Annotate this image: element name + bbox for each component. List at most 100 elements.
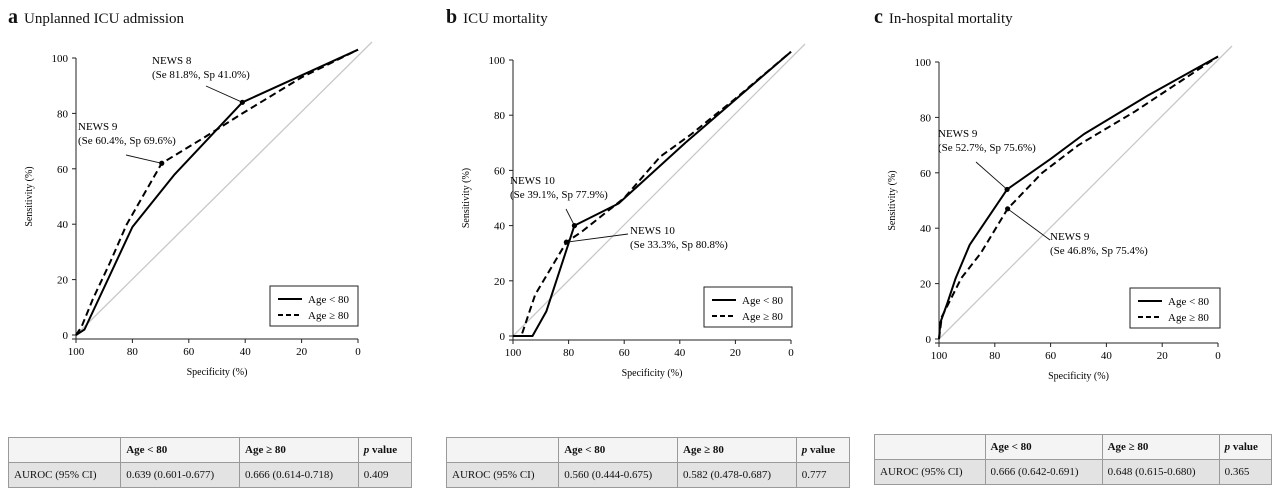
- cutoff-point-marker: [159, 160, 165, 166]
- x-tick-label: 100: [931, 350, 948, 362]
- cutoff-point-marker: [571, 223, 578, 229]
- table-cell: AUROC (95% CI): [445, 462, 560, 488]
- table-row: AUROC (95% CI) 0.560 (0.444-0.675) 0.582…: [445, 462, 851, 488]
- table-header-cell: Age ≥ 80: [677, 437, 797, 463]
- x-tick-label: 20: [730, 347, 742, 359]
- y-tick-label: 40: [57, 219, 69, 231]
- table-cell: 0.648 (0.615-0.680): [1101, 459, 1220, 485]
- table-header-cell: Age ≥ 80: [239, 437, 359, 463]
- annotation-title: NEWS 10: [510, 175, 555, 187]
- legend-box: [269, 285, 359, 327]
- legend-entry: Age < 80: [742, 295, 784, 307]
- roc-series-line: [75, 48, 359, 336]
- chart-title: In-hospital mortality: [888, 11, 1013, 27]
- table-cell: 0.560 (0.444-0.675): [558, 462, 678, 488]
- cutoff-point-marker: [1004, 186, 1010, 193]
- y-tick-label: 20: [920, 279, 932, 291]
- table-cell: 0.666 (0.642-0.691): [984, 459, 1103, 485]
- x-axis-label: Specificity (%): [187, 367, 248, 378]
- cutoff-point-marker: [563, 239, 569, 245]
- auroc-table-b: Age < 80 Age ≥ 80 p value AUROC (95% CI)…: [445, 437, 851, 488]
- y-tick-label: 0: [500, 331, 506, 343]
- table-header-cell: Age < 80: [120, 437, 240, 463]
- y-tick-label: 100: [52, 53, 69, 65]
- reference-diagonal-line: [512, 43, 806, 337]
- x-tick-label: 60: [183, 346, 195, 358]
- table-cell: 0.365: [1218, 459, 1273, 485]
- table-cell: 0.409: [357, 462, 413, 488]
- table-header-row: Age < 80 Age ≥ 80 p value: [445, 437, 851, 463]
- table-header-cell: Age < 80: [558, 437, 678, 463]
- annotation-leader-line: [205, 85, 243, 103]
- panel-title: a Unplanned ICU admission: [8, 6, 184, 29]
- y-tick-label: 80: [57, 108, 69, 120]
- table-cell: AUROC (95% CI): [7, 462, 122, 488]
- table-header-cell: [7, 437, 122, 463]
- annotation-title: NEWS 9: [78, 121, 118, 133]
- x-tick-label: 20: [1157, 350, 1169, 362]
- y-tick-label: 60: [920, 168, 932, 180]
- reference-diagonal-line: [938, 45, 1233, 340]
- legend-entry: Age ≥ 80: [742, 311, 783, 323]
- legend-entry: Age ≥ 80: [308, 310, 349, 322]
- y-tick-label: 60: [494, 165, 506, 177]
- panel-c: c In-hospital mortality 100 80 60 40 20 0 0 20 40…: [866, 0, 1277, 489]
- y-tick-label: 80: [920, 112, 932, 124]
- x-axis-label: Specificity (%): [622, 368, 683, 379]
- table-cell: AUROC (95% CI): [874, 459, 986, 485]
- y-axis-label: Sensitivity (%): [24, 166, 35, 226]
- roc-series-line: [75, 48, 359, 336]
- x-tick-label: 80: [563, 347, 575, 359]
- annotation-title: NEWS 9: [938, 128, 978, 140]
- y-axis-label: Sensitivity (%): [461, 168, 472, 228]
- x-tick-label: 60: [619, 347, 631, 359]
- annotation-title: NEWS 8: [152, 55, 192, 67]
- y-tick-label: 20: [57, 275, 69, 287]
- table-header-cell: [445, 437, 560, 463]
- annotation-detail: (Se 81.8%, Sp 41.0%): [152, 69, 250, 81]
- annotation-detail: (Se 52.7%, Sp 75.6%): [938, 142, 1036, 154]
- chart-title: Unplanned ICU admission: [24, 11, 184, 27]
- table-header-cell: [874, 434, 986, 460]
- panel-letter: a: [8, 6, 18, 28]
- y-tick-label: 100: [915, 57, 932, 69]
- x-tick-label: 60: [1045, 350, 1057, 362]
- x-axis-label: Specificity (%): [1048, 371, 1109, 382]
- auroc-table-a: Age < 80 Age ≥ 80 p value AUROC (95% CI)…: [7, 437, 413, 488]
- x-tick-label: 100: [68, 346, 85, 358]
- cutoff-point-marker: [239, 99, 245, 105]
- legend-box: [703, 286, 793, 328]
- reference-diagonal-line: [75, 41, 373, 336]
- x-tick-label: 40: [674, 347, 686, 359]
- table-header-cell: Age < 80: [984, 434, 1103, 460]
- legend-entry: Age ≥ 80: [1168, 312, 1209, 324]
- annotation-detail: (Se 46.8%, Sp 75.4%): [1050, 245, 1148, 257]
- cutoff-point-marker: [1005, 206, 1011, 212]
- legend-entry: Age < 80: [1168, 296, 1210, 308]
- roc-chart-a: 100 80 60 40 20 0 0 20 40 60 80 100 Specificity (%) S…: [24, 41, 373, 378]
- chart-title: ICU mortality: [463, 11, 548, 27]
- x-tick-label: 0: [355, 346, 361, 358]
- table-header-row: Age < 80 Age ≥ 80 p value: [874, 434, 1273, 460]
- y-tick-label: 80: [494, 110, 506, 122]
- annotation-leader-line: [975, 161, 1008, 190]
- annotation-leader-line: [125, 154, 162, 164]
- y-tick-label: 40: [494, 221, 506, 233]
- table-cell: 0.777: [795, 462, 851, 488]
- y-tick-label: 20: [494, 276, 506, 288]
- annotation-detail: (Se 33.3%, Sp 80.8%): [630, 239, 728, 251]
- table-cell: 0.639 (0.601-0.677): [120, 462, 240, 488]
- x-tick-label: 100: [505, 347, 522, 359]
- table-header-cell: p value: [795, 437, 851, 463]
- roc-series-line: [938, 55, 1219, 340]
- x-tick-label: 40: [1101, 350, 1113, 362]
- auroc-table-c: Age < 80 Age ≥ 80 p value AUROC (95% CI)…: [874, 434, 1273, 485]
- annotation-leader-line: [565, 208, 575, 226]
- y-tick-label: 100: [489, 55, 506, 67]
- table-cell: 0.582 (0.478-0.687): [677, 462, 797, 488]
- table-header-cell: p value: [357, 437, 413, 463]
- x-tick-label: 80: [989, 350, 1001, 362]
- panel-a: a Unplanned ICU admission 100 80 60 40 20 0 0 20…: [0, 0, 420, 489]
- roc-series-line: [513, 50, 792, 337]
- y-tick-label: 40: [920, 223, 932, 235]
